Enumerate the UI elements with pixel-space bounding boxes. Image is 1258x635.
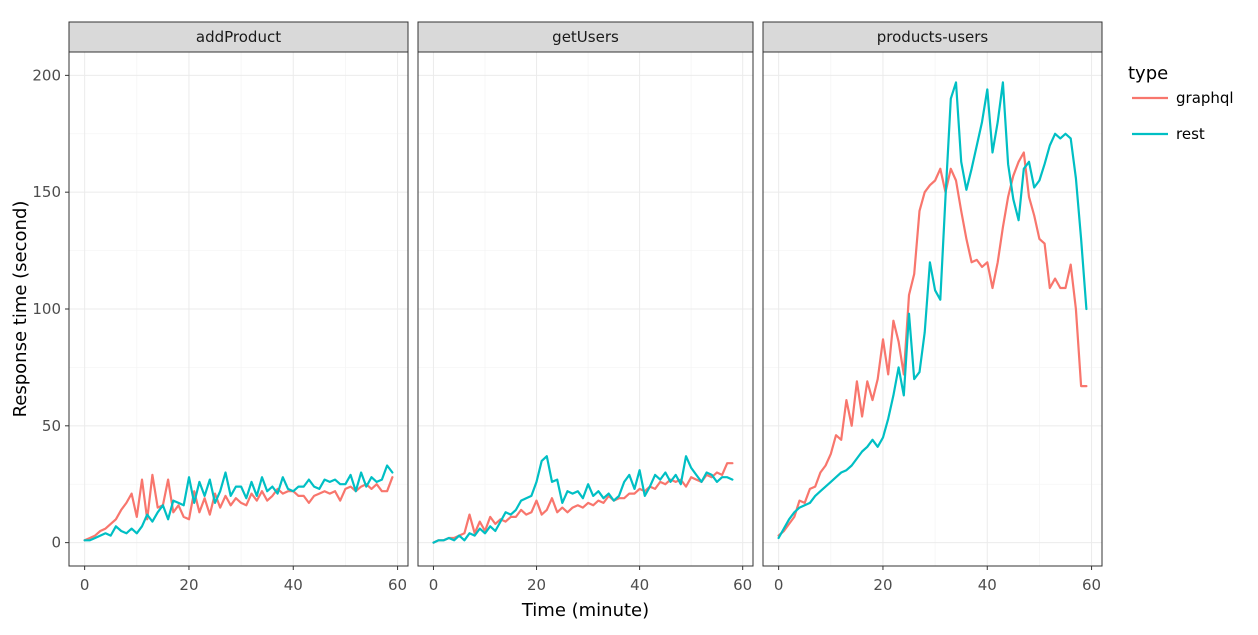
x-tick-label: 0	[80, 576, 90, 594]
series-line-graphql	[777, 151, 1088, 537]
facet-strip	[68, 21, 409, 53]
series-line-rest	[432, 455, 734, 544]
y-axis: 0 50 100 150 200	[32, 66, 69, 552]
y-tick-label: 50	[42, 417, 61, 435]
x-tick-label: 40	[630, 576, 649, 594]
y-tick-label: 100	[32, 300, 61, 318]
panel-addProduct: addProduct 0 20 40 60	[68, 21, 409, 594]
series-line-graphql	[432, 462, 734, 544]
x-tick-label: 0	[774, 576, 784, 594]
y-tick-label: 150	[32, 183, 61, 201]
x-tick-label: 60	[388, 576, 407, 594]
y-tick-label: 0	[51, 534, 61, 552]
panel-getUsers: getUsers 0 20 40 60	[417, 21, 754, 594]
facet-strip	[762, 21, 1103, 53]
series-line-rest	[777, 81, 1088, 540]
panel-products-users: products-users 0 20 40 60	[762, 21, 1103, 594]
series-line-rest	[83, 464, 394, 542]
y-axis-title: Response time (second)	[10, 201, 31, 418]
facet-strip-label: addProduct	[196, 28, 281, 46]
facet-strip	[417, 21, 754, 53]
legend: type graphql rest	[1128, 63, 1234, 143]
legend-label-rest: rest	[1176, 125, 1205, 143]
x-tick-label: 20	[527, 576, 546, 594]
legend-label-graphql: graphql	[1176, 89, 1234, 107]
facet-strip-label: getUsers	[552, 28, 619, 46]
x-axis-title: Time (minute)	[521, 600, 649, 621]
x-tick-label: 60	[733, 576, 752, 594]
x-tick-label: 20	[873, 576, 892, 594]
x-tick-label: 60	[1082, 576, 1101, 594]
x-tick-label: 40	[978, 576, 997, 594]
legend-title: type	[1128, 63, 1168, 84]
x-tick-label: 0	[429, 576, 439, 594]
facet-strip-label: products-users	[877, 28, 989, 46]
y-tick-label: 200	[32, 66, 61, 84]
x-tick-label: 20	[179, 576, 198, 594]
series-line-graphql	[83, 473, 394, 542]
x-tick-label: 40	[284, 576, 303, 594]
